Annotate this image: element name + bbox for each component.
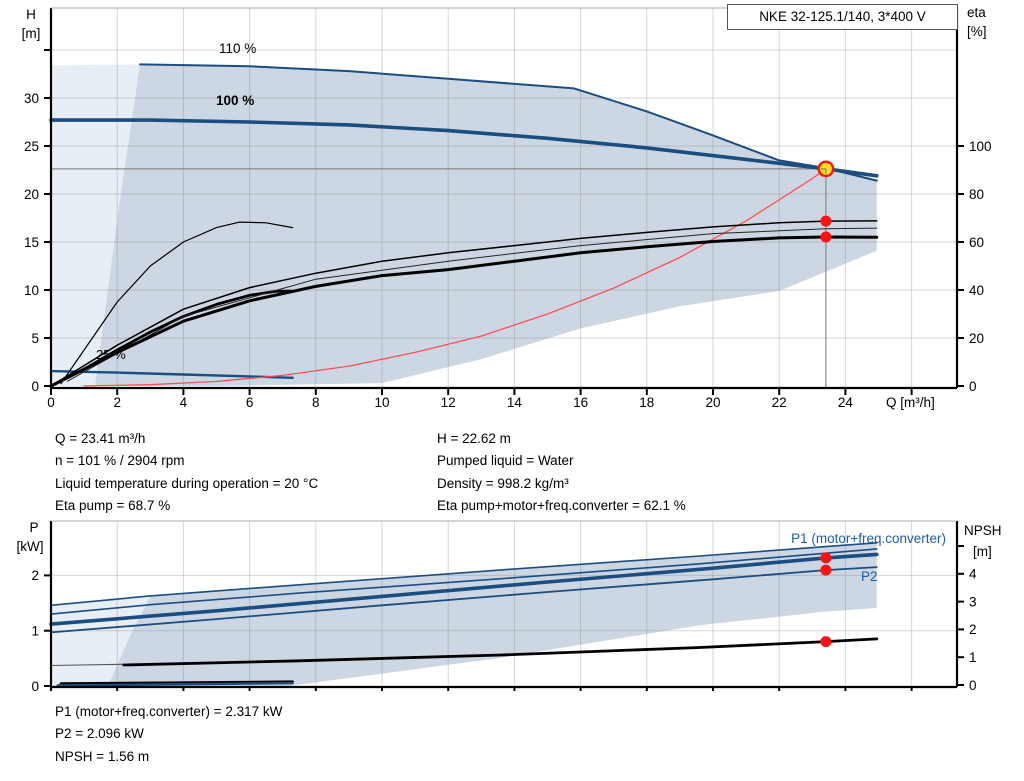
info-speed: n = 101 % / 2904 rpm bbox=[55, 453, 185, 469]
tick-label: 40 bbox=[969, 283, 984, 298]
speed-100-label: 100 % bbox=[216, 93, 254, 108]
eta-total-point bbox=[820, 231, 832, 243]
tick-label: 2 bbox=[31, 568, 39, 583]
npsh-curve bbox=[122, 637, 879, 667]
eta-pump-25-curve bbox=[60, 221, 294, 385]
p-25-curve bbox=[56, 682, 294, 687]
tick-label: 2 bbox=[969, 622, 977, 637]
eta-axis-unit: [%] bbox=[967, 24, 987, 39]
tick-label: 18 bbox=[639, 395, 654, 410]
tick-label: 0 bbox=[31, 379, 39, 394]
info-eta-total: Eta pump+motor+freq.converter = 62.1 % bbox=[437, 497, 686, 513]
info-p1: P1 (motor+freq.converter) = 2.317 kW bbox=[55, 704, 283, 719]
tick-label: 3 bbox=[969, 594, 977, 609]
h-axis-unit: [m] bbox=[22, 26, 41, 41]
tick-label: 0 bbox=[969, 678, 977, 693]
tick-label: 1 bbox=[969, 650, 977, 665]
eta-pump-curve bbox=[50, 220, 878, 387]
p-axis-label: P bbox=[29, 520, 38, 535]
info-liquid-temp: Liquid temperature during operation = 20… bbox=[55, 475, 319, 491]
tick-label: 60 bbox=[969, 235, 984, 250]
info-eta-pump: Eta pump = 68.7 % bbox=[55, 497, 171, 513]
duty-info-right: H = 22.62 m Pumped liquid = Water Densit… bbox=[437, 428, 686, 517]
tick-label: 20 bbox=[24, 187, 39, 202]
npsh-25-curve bbox=[59, 680, 294, 685]
tick-label: 16 bbox=[573, 395, 588, 410]
tick-label: 6 bbox=[246, 395, 254, 410]
tick-label: 100 bbox=[969, 139, 992, 154]
eta-shadow-curve bbox=[67, 227, 878, 382]
p1-110-curve bbox=[50, 541, 878, 607]
tick-label: 22 bbox=[772, 395, 787, 410]
power-envelope bbox=[107, 542, 877, 686]
q-axis-label: Q [m³/h] bbox=[886, 395, 935, 410]
tick-label: 20 bbox=[705, 395, 720, 410]
eta-axis-label: eta bbox=[967, 5, 986, 20]
p2-curve-label: P2 bbox=[861, 569, 878, 584]
tick-label: 0 bbox=[31, 679, 39, 694]
speed-110-label: 110 % bbox=[219, 41, 256, 56]
tick-label: 8 bbox=[312, 395, 320, 410]
info-pumped-liquid: Pumped liquid = Water bbox=[437, 453, 574, 469]
operating-envelope-light bbox=[51, 64, 140, 387]
tick-label: 15 bbox=[24, 235, 39, 250]
tick-label: 20 bbox=[969, 331, 984, 346]
tick-label: 14 bbox=[507, 395, 523, 410]
tick-label: 4 bbox=[969, 567, 977, 582]
info-density: Density = 998.2 kg/m³ bbox=[437, 475, 569, 491]
npsh-point bbox=[820, 636, 832, 648]
tick-label: 4 bbox=[180, 395, 188, 410]
tick-label: 10 bbox=[24, 283, 39, 298]
tick-label: 80 bbox=[969, 187, 984, 202]
duty-info-left: Q = 23.41 m³/h n = 101 % / 2904 rpm Liqu… bbox=[55, 428, 318, 517]
info-p2: P2 = 2.096 kW bbox=[55, 726, 144, 742]
tick-label: 0 bbox=[47, 395, 55, 410]
info-npsh: NPSH = 1.56 m bbox=[55, 748, 150, 764]
tick-label: 0 bbox=[969, 379, 977, 394]
tick-label: 2 bbox=[113, 395, 121, 410]
tick-label: 25 bbox=[24, 139, 39, 154]
npsh-axis-label: NPSH bbox=[964, 523, 1002, 538]
info-head: H = 22.62 m bbox=[437, 431, 511, 446]
tick-label: 1 bbox=[31, 624, 39, 639]
tick-label: 5 bbox=[31, 331, 39, 346]
system-curve bbox=[83, 168, 827, 387]
speed-25-label: 25 % bbox=[96, 347, 126, 362]
pump-model-text: NKE 32-125.1/140, 3*400 V bbox=[759, 9, 926, 24]
operating-envelope bbox=[95, 64, 877, 387]
p1-point bbox=[820, 552, 832, 564]
power-npsh-chart: 0 1 2 0 1 2 3 4 P [kW] NPSH [m] P1 (motor+freq.conve… bbox=[17, 520, 1002, 694]
p2-point bbox=[820, 564, 832, 576]
power-info-block: P1 (motor+freq.converter) = 2.317 kW P2 … bbox=[55, 701, 282, 768]
npsh-axis-unit: [m] bbox=[973, 544, 992, 559]
info-flow: Q = 23.41 m³/h bbox=[55, 431, 146, 446]
p2-110-curve bbox=[50, 548, 878, 615]
tick-label: 12 bbox=[441, 395, 456, 410]
speed-100-head-curve bbox=[49, 118, 879, 178]
eta-total-curve bbox=[49, 235, 879, 388]
tick-label: 10 bbox=[374, 395, 389, 410]
p1-curve-label: P1 (motor+freq.converter) bbox=[791, 531, 946, 546]
eta-pump-point bbox=[820, 215, 832, 227]
h-axis-label: H bbox=[26, 7, 36, 22]
tick-label: 30 bbox=[24, 91, 39, 106]
tick-label: 24 bbox=[838, 395, 854, 410]
pump-model-badge: NKE 32-125.1/140, 3*400 V bbox=[727, 4, 958, 30]
p-axis-unit: [kW] bbox=[17, 539, 44, 554]
